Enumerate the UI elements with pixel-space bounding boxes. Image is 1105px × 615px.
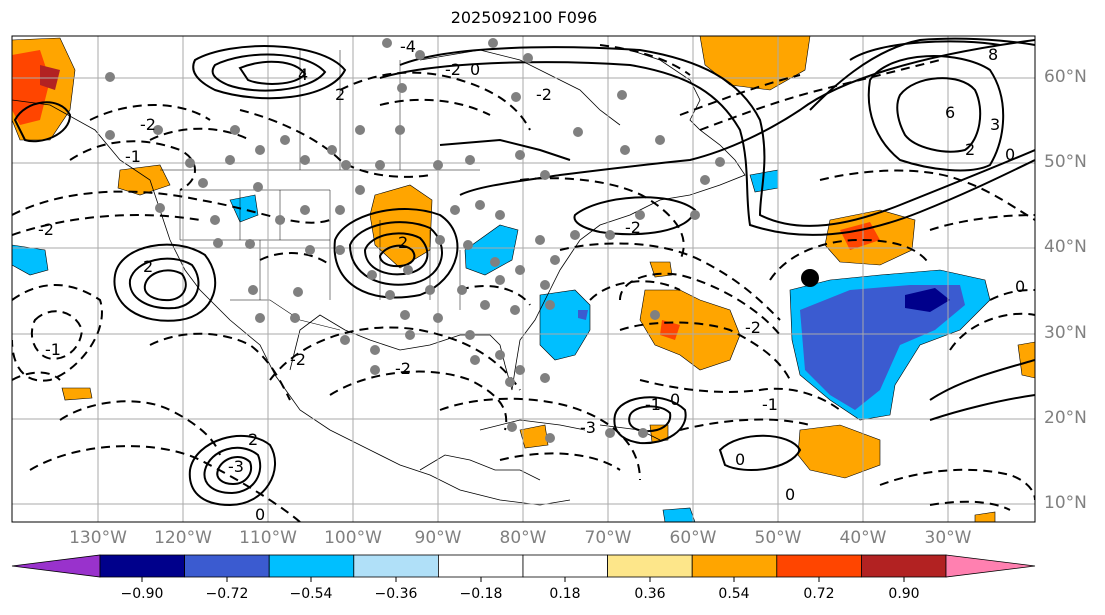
contour-label: -1 bbox=[645, 395, 661, 414]
contour-label: 0 bbox=[670, 390, 680, 409]
contour-label: 6 bbox=[945, 103, 955, 122]
contour-label: -2 bbox=[38, 220, 54, 239]
lat-label: 30°N bbox=[1044, 323, 1087, 343]
lon-label: 30°W bbox=[924, 528, 972, 548]
strongest-negative-core bbox=[905, 288, 950, 312]
colorbar-tick-label: 0.18 bbox=[549, 586, 581, 602]
station-dots bbox=[105, 38, 725, 443]
contour-label: -2 bbox=[395, 359, 411, 378]
contour-label: 2 bbox=[248, 430, 258, 449]
contour-label: 2 bbox=[398, 233, 408, 252]
lon-label: 50°W bbox=[754, 528, 802, 548]
colorbar-over-arrow bbox=[945, 554, 1036, 578]
contour-label: -3 bbox=[580, 418, 596, 437]
colorbar bbox=[11, 554, 1036, 582]
contour-label: 2 bbox=[143, 257, 153, 276]
contour-label: -2 bbox=[625, 218, 641, 237]
contour-label: -1 bbox=[125, 147, 141, 166]
contour-label: -2 bbox=[140, 115, 156, 134]
contour-label: 0 bbox=[470, 60, 480, 79]
lon-label: 100°W bbox=[324, 528, 382, 548]
contour-label: -2 bbox=[745, 318, 761, 337]
lon-label: 40°W bbox=[839, 528, 887, 548]
contour-label: 0 bbox=[255, 505, 265, 524]
contour-label: 0 bbox=[1005, 145, 1015, 164]
colorbar-tick-label: −0.72 bbox=[205, 586, 249, 602]
contour-label: -3 bbox=[228, 457, 244, 476]
lon-label: 110°W bbox=[239, 528, 297, 548]
map-title: 2025092100 F096 bbox=[450, 8, 598, 27]
contour-label: -4 bbox=[400, 37, 416, 56]
contour-label: -2 bbox=[445, 60, 461, 79]
colorbar-tick-label: −0.18 bbox=[459, 586, 503, 602]
lon-label: 120°W bbox=[154, 528, 212, 548]
contour-label: -2 bbox=[290, 350, 306, 369]
lat-label: 60°N bbox=[1044, 67, 1087, 87]
lon-label: 90°W bbox=[414, 528, 462, 548]
colorbar-tick-label: −0.36 bbox=[374, 586, 418, 602]
lon-label: 60°W bbox=[669, 528, 717, 548]
lat-label: 50°N bbox=[1044, 152, 1087, 172]
lat-label: 40°N bbox=[1044, 237, 1087, 257]
lat-label: 10°N bbox=[1044, 493, 1087, 513]
contour-label: 2 bbox=[965, 140, 975, 159]
contour-label: 0 bbox=[735, 450, 745, 469]
contour-label: 0 bbox=[1015, 277, 1025, 296]
strong-positive-cores bbox=[12, 50, 880, 340]
lon-label: 70°W bbox=[584, 528, 632, 548]
colorbar-tick-label: −0.90 bbox=[120, 586, 164, 602]
colorbar-tick-label: 0.54 bbox=[718, 586, 750, 602]
contour-label: 3 bbox=[990, 115, 1000, 134]
contour-labels: 4 2 -2 -4 2 0 -2 -2 -1 2 -1 -2 -2 2 -3 8… bbox=[38, 37, 1025, 524]
contour-label: 2 bbox=[335, 85, 345, 104]
storm-center-marker bbox=[801, 269, 819, 287]
colorbar-tick-label: −0.54 bbox=[289, 586, 333, 602]
contour-label: -1 bbox=[45, 340, 61, 359]
contour-label: 8 bbox=[988, 45, 998, 64]
colorbar-under-arrow bbox=[11, 554, 101, 578]
contour-label: -1 bbox=[762, 395, 778, 414]
colorbar-tick-label: 0.90 bbox=[888, 586, 920, 602]
contour-label: -2 bbox=[536, 85, 552, 104]
colorbar-tick-label: 0.72 bbox=[803, 586, 835, 602]
contour-label: 0 bbox=[785, 485, 795, 504]
lon-label: 80°W bbox=[499, 528, 547, 548]
strong-negative-cores bbox=[578, 285, 965, 410]
map-frame bbox=[11, 35, 1036, 523]
lat-label: 20°N bbox=[1044, 408, 1087, 428]
lon-label: 130°W bbox=[69, 528, 127, 548]
coastlines bbox=[12, 49, 746, 506]
dashed-contours bbox=[12, 44, 1035, 522]
contour-label: 4 bbox=[298, 65, 308, 84]
colorbar-tick-label: 0.36 bbox=[634, 586, 666, 602]
